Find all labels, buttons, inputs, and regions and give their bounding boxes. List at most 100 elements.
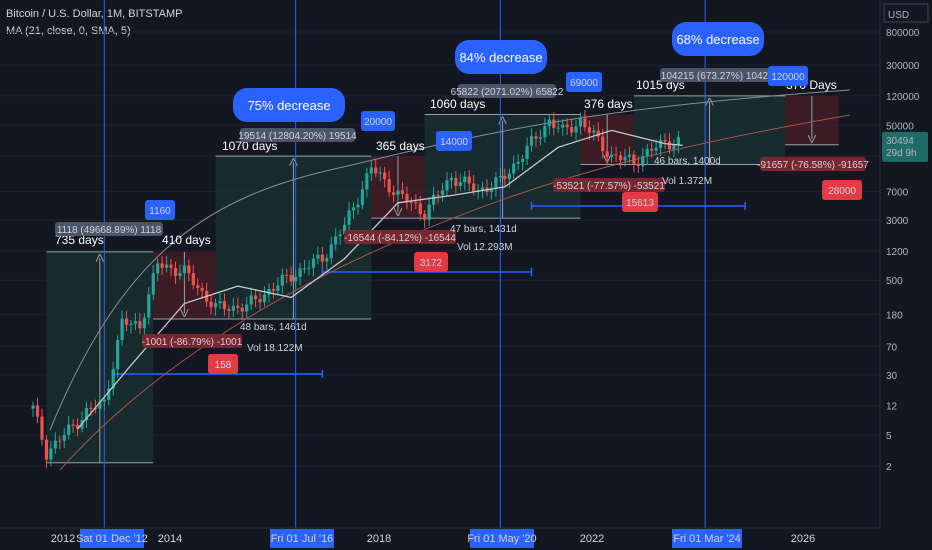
candle-up <box>49 448 53 460</box>
currency-label: USD <box>888 10 909 21</box>
candle-down <box>254 295 258 300</box>
candle-down <box>405 193 409 203</box>
decrease-bubble-bg <box>455 40 547 74</box>
chart-symbol-title[interactable]: Bitcoin / U.S. Dollar, 1M, BITSTAMP <box>6 8 183 20</box>
candle-up <box>116 340 120 370</box>
candle-down <box>552 119 556 128</box>
candle-up <box>445 180 449 191</box>
ath-price-tag: 120000 <box>771 72 805 83</box>
price-tick-label: 50000 <box>886 121 914 132</box>
year-tick-label: 2012 <box>51 533 75 545</box>
bottom-price-tag: 15613 <box>626 198 654 209</box>
candle-up <box>334 236 338 245</box>
time-axis-bg <box>0 528 880 550</box>
candle-up <box>556 127 560 129</box>
bear3-stat: -53521 (-77.57%) -53521 <box>553 181 665 192</box>
candle-up <box>521 158 525 162</box>
candle-up <box>529 136 534 146</box>
candle-up <box>440 190 445 196</box>
price-tick-label: 300000 <box>886 61 920 72</box>
candle-up <box>449 177 454 181</box>
range-zones-layer <box>0 31 880 467</box>
candle-down <box>409 202 413 204</box>
candle-up <box>347 210 351 225</box>
ath-price-tag-bg <box>361 111 395 131</box>
bull1-stat: 1118 (49668.89%) 1118 <box>57 225 162 236</box>
price-tick-label: 1200 <box>886 247 909 258</box>
candle-down <box>58 440 62 442</box>
candle-up <box>512 163 516 174</box>
candle-down <box>173 268 178 276</box>
price-tick-label: 120000 <box>886 92 920 103</box>
candle-up <box>365 173 369 190</box>
candle-up <box>351 207 356 211</box>
candle-down <box>467 176 471 184</box>
candle-up <box>31 405 35 409</box>
candle-down <box>374 167 378 174</box>
candle-up <box>156 263 160 274</box>
candle-down <box>583 118 587 128</box>
candle-down <box>667 141 672 150</box>
candle-up <box>316 254 320 259</box>
candle-down <box>75 424 80 429</box>
price-tick-label: 500 <box>886 276 903 287</box>
year-tick-label: 2018 <box>367 533 391 545</box>
candle-up <box>574 126 578 133</box>
price-tick-label: 180 <box>886 311 903 322</box>
ma-indicator-legend[interactable]: MA (21, close, 0, SMA, 5) <box>6 25 131 37</box>
bottom-price-tag: 28000 <box>828 186 856 197</box>
bear2-stat: -16544 (-84.12%) -16544 <box>344 233 456 244</box>
candle-up <box>516 161 520 164</box>
candle-down <box>209 301 213 308</box>
cycle-date-marker: Fri 01 Mar '24 <box>673 533 741 545</box>
ath-price-tag-bg <box>436 131 472 151</box>
candle-down <box>169 264 173 269</box>
bull2-stat: 19514 (12804.20%) 19514 <box>238 131 357 142</box>
year-tick-label: 2022 <box>580 533 604 545</box>
cycle-date-marker: Fri 01 Jul '16 <box>271 533 334 545</box>
cycle-date-marker-bg <box>80 529 144 548</box>
candle-up <box>307 267 311 269</box>
candle-up <box>245 304 249 312</box>
candle-up <box>561 124 565 128</box>
candle-up <box>610 154 614 157</box>
candle-up <box>525 145 529 159</box>
cycle-date-marker: Sat 01 Dec '12 <box>76 533 148 545</box>
candle-down <box>320 254 324 262</box>
candle-up <box>218 301 222 304</box>
candle-up <box>213 303 218 308</box>
currency-box <box>883 3 929 23</box>
bear2-stat-bg <box>344 230 456 244</box>
bottom-price-tag: 158 <box>215 360 232 371</box>
bull4-stat: 104215 (673.27%) 104215 <box>661 71 780 82</box>
candle-up <box>302 268 307 270</box>
price-tick-label: 800000 <box>886 28 920 39</box>
candle-up <box>494 177 498 189</box>
candle-up <box>107 388 111 400</box>
bear1-stat-bg <box>142 334 242 348</box>
current-price-label: 30494 <box>886 136 914 147</box>
candle-up <box>543 126 547 138</box>
decrease-bubble: 75% decrease <box>247 98 330 113</box>
year-tick-label: 2014 <box>158 533 182 545</box>
candle-down <box>414 202 418 204</box>
candle-down <box>596 130 600 137</box>
candle-up <box>378 172 382 174</box>
candle-down <box>587 127 591 133</box>
price-axis-bg <box>880 0 932 550</box>
candle-down <box>636 163 640 167</box>
candle-down <box>44 439 49 460</box>
candle-up <box>592 130 596 133</box>
decrease-bubble-bg <box>233 88 345 122</box>
candle-up <box>427 204 431 220</box>
bull1-stat-bg <box>55 222 163 236</box>
bear4-stat: -91657 (-76.58%) -91657 <box>757 160 869 171</box>
price-tick-label: 70 <box>886 342 898 353</box>
candle-down <box>387 179 391 193</box>
bear1-bars-label: 48 bars, 1461d <box>240 322 307 333</box>
candle-down <box>236 305 240 308</box>
bear1-stat: -1001 (-86.79%) -1001 <box>142 337 243 348</box>
candle-down <box>200 287 204 291</box>
